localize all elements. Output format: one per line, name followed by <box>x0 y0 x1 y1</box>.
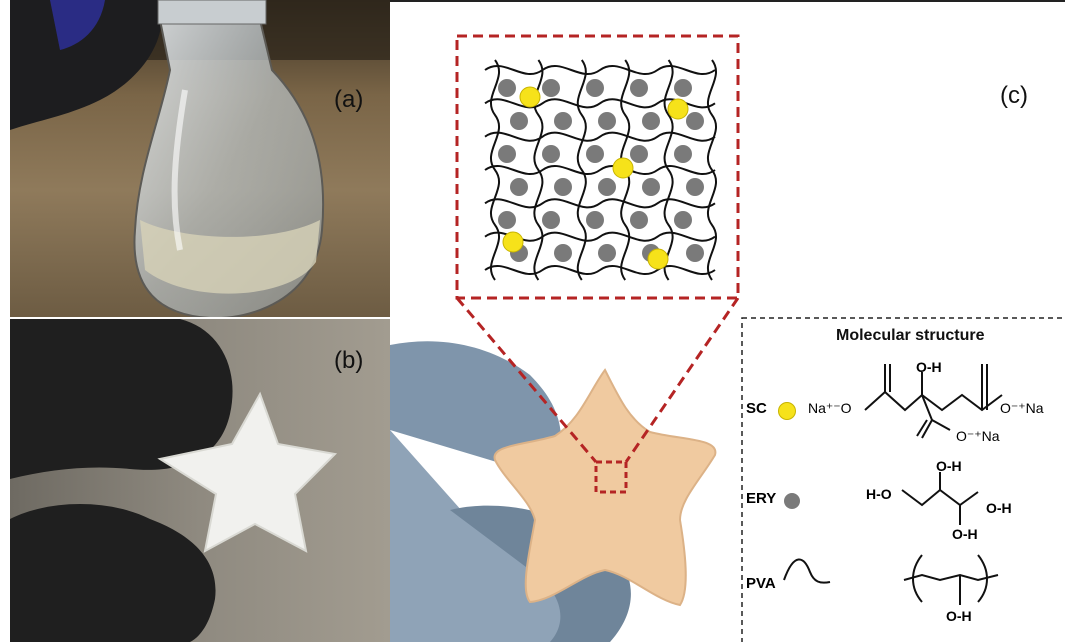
ery-dot <box>586 79 604 97</box>
polymer-chain <box>484 264 716 276</box>
panel-b-photo: (b) <box>10 319 390 642</box>
pva-oh-bottom: O-H <box>946 608 972 624</box>
ery-dot <box>674 79 692 97</box>
pva-wave-icon <box>783 558 831 584</box>
polymer-network <box>484 59 718 281</box>
polymer-chain <box>706 59 718 281</box>
polymer-chain <box>484 131 716 142</box>
panel-c: (c) Molecular structure SC Na⁺⁻O O-H O⁻⁺… <box>390 0 1065 642</box>
ery-dot <box>674 145 692 163</box>
polymer-chain <box>576 59 587 281</box>
beige-star <box>493 368 717 607</box>
polymer-chain <box>484 164 716 176</box>
ery-dot <box>586 145 604 163</box>
sc-crosslink-dot <box>647 248 669 270</box>
ery-dot <box>642 178 660 196</box>
ery-ho-left: H-O <box>866 486 892 502</box>
sc-dot <box>778 402 796 420</box>
ery-dot <box>630 79 648 97</box>
ery-dot <box>598 178 616 196</box>
ery-dot <box>510 112 528 130</box>
pva-structure <box>903 554 999 605</box>
ery-dot <box>498 145 516 163</box>
ery-dot <box>674 211 692 229</box>
polymer-chain <box>489 59 501 281</box>
sc-o-bottom: O⁻⁺Na <box>956 428 1000 444</box>
ery-dot <box>554 244 572 262</box>
ery-dot <box>598 112 616 130</box>
top-border <box>390 0 1065 2</box>
ery-dot <box>586 211 604 229</box>
sc-crosslink-dot <box>667 98 689 120</box>
zoom-source-box <box>594 460 628 494</box>
ery-dot <box>686 244 704 262</box>
pva-label: PVA <box>746 575 776 592</box>
ery-dot <box>542 79 560 97</box>
panel-c-label: (c) <box>1000 82 1028 109</box>
panel-b-label: (b) <box>334 347 364 374</box>
ery-structure <box>901 472 979 525</box>
panel-a-photo: (a) <box>10 0 390 317</box>
ery-dot <box>554 112 572 130</box>
ery-dot <box>686 112 704 130</box>
ery-dot <box>498 211 516 229</box>
sc-na-left: Na⁺⁻O <box>808 400 852 416</box>
ery-dot <box>686 178 704 196</box>
ery-dot <box>784 493 800 509</box>
sc-oh-top: O-H <box>916 359 942 375</box>
ery-dot <box>554 178 572 196</box>
sc-crosslink-dot <box>612 157 634 179</box>
ery-oh-top: O-H <box>936 458 962 474</box>
ery-dot <box>510 178 528 196</box>
ery-dot <box>630 145 648 163</box>
legend-title: Molecular structure <box>836 327 985 344</box>
panel-a-label: (a) <box>334 86 364 113</box>
sc-label: SC <box>746 400 767 417</box>
ery-dot <box>642 112 660 130</box>
legend-box <box>741 317 1065 642</box>
ery-oh-bottom: O-H <box>952 526 978 542</box>
sc-crosslink-dot <box>502 231 524 253</box>
polymer-chain <box>484 198 716 209</box>
ery-oh-right: O-H <box>986 500 1012 516</box>
sc-structure <box>864 364 1003 439</box>
ery-dot <box>542 145 560 163</box>
polymer-chain <box>484 64 716 76</box>
sc-crosslink-dot <box>519 86 541 108</box>
sc-o-right: O⁻⁺Na <box>1000 400 1044 416</box>
ery-dot <box>542 211 560 229</box>
ery-dot <box>498 79 516 97</box>
polymer-chain <box>484 231 716 242</box>
polymer-chain <box>663 59 674 281</box>
ery-label: ERY <box>746 490 777 507</box>
ery-dot <box>630 211 648 229</box>
ery-dot <box>598 244 616 262</box>
